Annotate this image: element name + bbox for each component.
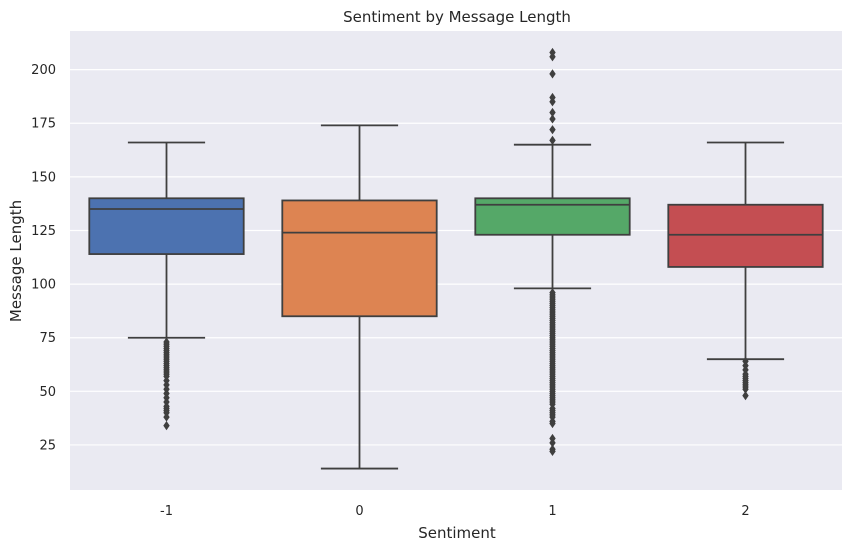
outlier-point (742, 384, 749, 394)
box (474, 197, 631, 236)
outlier-point (549, 107, 556, 118)
x-tick-labels: -1 0 1 2 (160, 504, 750, 519)
y-tick-label: 175 (31, 117, 56, 132)
x-tick-label: 1 (548, 504, 556, 519)
outlier-point (742, 391, 749, 401)
outlier-point (549, 135, 556, 145)
box-group--1 (88, 141, 245, 431)
y-tick-label: 150 (31, 170, 56, 185)
x-tick-label: -1 (160, 504, 173, 519)
box (667, 203, 824, 268)
outlier-point (549, 446, 556, 456)
y-tick-label: 50 (39, 385, 56, 400)
y-tick-label: 125 (31, 224, 56, 239)
box-group-2 (667, 141, 824, 401)
y-tick-label: 25 (39, 438, 56, 453)
outlier-point (549, 69, 556, 79)
outlier-point (549, 114, 556, 124)
outlier-point (549, 47, 556, 58)
y-tick-labels: 25 50 75 100 125 150 175 200 (31, 63, 56, 453)
chart-title: Sentiment by Message Length (343, 8, 571, 26)
y-tick-label: 200 (31, 63, 56, 78)
box (88, 197, 245, 255)
x-axis-title: Sentiment (418, 524, 496, 542)
outlier-point (549, 92, 556, 103)
outlier-point (163, 421, 170, 431)
x-tick-label: 2 (741, 504, 749, 519)
box (281, 199, 438, 318)
outlier-point (163, 412, 170, 422)
box-group-1 (474, 47, 631, 456)
boxes (88, 47, 824, 470)
y-axis-title: Message Length (7, 200, 25, 322)
box-group-0 (281, 124, 438, 470)
outlier-point (549, 418, 556, 429)
y-tick-label: 75 (39, 331, 56, 346)
y-tick-label: 100 (31, 278, 56, 293)
outlier-point (549, 438, 556, 448)
outlier-point (549, 125, 556, 135)
x-tick-label: 0 (355, 504, 363, 519)
